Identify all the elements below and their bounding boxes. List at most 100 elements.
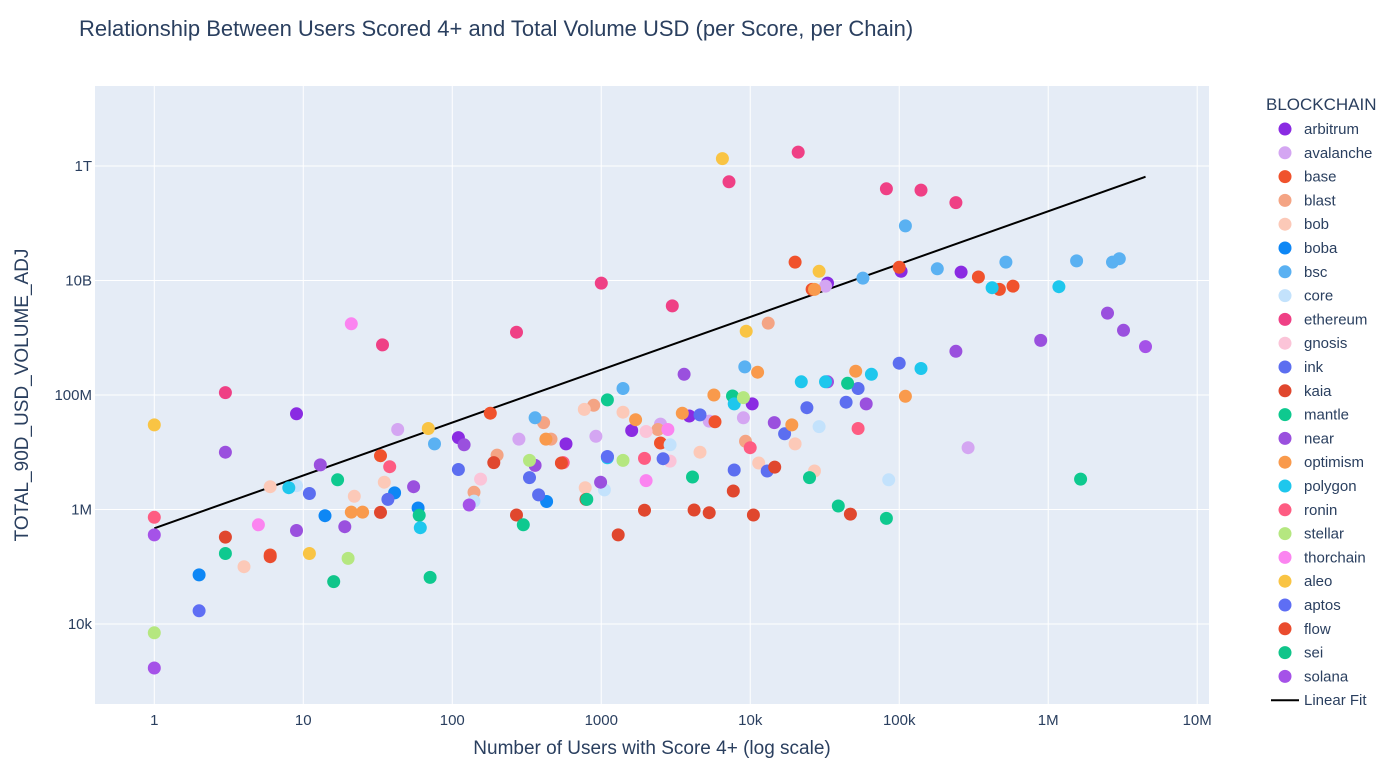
data-point-arbitrum[interactable]	[559, 437, 573, 451]
data-point-kaia[interactable]	[726, 484, 740, 498]
data-point-aleo[interactable]	[739, 324, 753, 338]
data-point-aptos[interactable]	[600, 450, 614, 464]
data-point-ink[interactable]	[523, 471, 536, 485]
data-point-avalanche[interactable]	[961, 441, 975, 455]
data-point-bob[interactable]	[788, 437, 802, 451]
data-point-mantle[interactable]	[600, 393, 614, 407]
data-point-polygon[interactable]	[914, 362, 928, 375]
data-point-mantle[interactable]	[423, 570, 437, 584]
legend-item-sei[interactable]: sei	[1278, 645, 1324, 662]
data-point-thorchain[interactable]	[661, 423, 675, 436]
data-point-base[interactable]	[892, 260, 906, 274]
legend-item-base[interactable]: base	[1278, 169, 1337, 186]
data-point-kaia[interactable]	[687, 503, 701, 517]
data-point-sei[interactable]	[327, 575, 341, 589]
data-point-ethereum[interactable]	[665, 299, 679, 313]
data-point-flow[interactable]	[263, 550, 277, 564]
data-point-kaia[interactable]	[638, 503, 651, 517]
data-point-base[interactable]	[654, 436, 667, 450]
data-point-mantle[interactable]	[686, 470, 699, 484]
data-point-bsc[interactable]	[428, 437, 441, 451]
data-point-optimism[interactable]	[808, 282, 821, 296]
data-point-stellar[interactable]	[616, 453, 630, 467]
data-point-aleo[interactable]	[812, 264, 826, 278]
data-point-near[interactable]	[218, 445, 232, 459]
data-point-mantle[interactable]	[879, 511, 893, 525]
data-point-ink[interactable]	[656, 452, 670, 466]
data-point-polygon[interactable]	[794, 375, 808, 389]
data-point-polygon[interactable]	[985, 281, 999, 295]
legend-item-linear-fit[interactable]: Linear Fit	[1271, 692, 1367, 709]
data-point-bob[interactable]	[377, 475, 391, 489]
data-point-kaia[interactable]	[611, 528, 625, 542]
data-point-boba[interactable]	[192, 568, 206, 582]
data-point-kaia[interactable]	[702, 506, 716, 520]
data-point-kaia[interactable]	[843, 507, 857, 521]
data-point-ink[interactable]	[800, 401, 814, 415]
legend-item-boba[interactable]: boba	[1278, 240, 1339, 257]
data-point-base[interactable]	[708, 415, 722, 429]
legend-item-solana[interactable]: solana	[1278, 668, 1349, 685]
data-point-near[interactable]	[313, 458, 327, 472]
data-point-bsc[interactable]	[856, 271, 870, 285]
data-point-polygon[interactable]	[413, 521, 427, 535]
legend-item-arbitrum[interactable]: arbitrum	[1278, 121, 1360, 138]
legend-item-core[interactable]: core	[1278, 288, 1334, 305]
legend-item-stellar[interactable]: stellar	[1278, 526, 1345, 543]
data-point-bob[interactable]	[237, 560, 251, 574]
data-point-bsc[interactable]	[1112, 252, 1126, 266]
data-point-bsc[interactable]	[930, 262, 944, 276]
data-point-solana[interactable]	[147, 661, 161, 675]
data-point-ink[interactable]	[778, 427, 792, 441]
legend-item-optimism[interactable]: optimism	[1278, 454, 1365, 471]
data-point-core[interactable]	[812, 420, 826, 434]
legend-item-aleo[interactable]: aleo	[1278, 573, 1333, 590]
data-point-kaia[interactable]	[746, 508, 760, 522]
legend-item-mantle[interactable]: mantle	[1278, 407, 1350, 424]
data-point-flow[interactable]	[554, 456, 568, 470]
data-point-ink[interactable]	[727, 463, 741, 477]
data-point-thorchain[interactable]	[344, 317, 358, 331]
data-point-solana[interactable]	[462, 498, 476, 512]
data-point-bob[interactable]	[578, 481, 592, 495]
data-point-optimism[interactable]	[785, 418, 799, 432]
data-point-kaia[interactable]	[374, 505, 387, 519]
data-point-mantle[interactable]	[412, 508, 426, 522]
data-point-optimism[interactable]	[751, 365, 765, 379]
data-point-mantle[interactable]	[841, 376, 855, 390]
data-point-ink[interactable]	[302, 487, 316, 500]
data-point-solana[interactable]	[1139, 340, 1152, 354]
legend-item-blast[interactable]: blast	[1278, 192, 1337, 209]
data-point-ethereum[interactable]	[879, 182, 893, 196]
data-point-ink[interactable]	[851, 382, 865, 395]
data-point-optimism[interactable]	[356, 505, 370, 519]
data-point-near[interactable]	[1101, 306, 1114, 320]
data-point-bob[interactable]	[263, 480, 277, 494]
data-point-bsc[interactable]	[1070, 254, 1084, 268]
data-point-polygon[interactable]	[1052, 280, 1066, 294]
data-point-arbitrum[interactable]	[625, 424, 639, 437]
data-point-avalanche[interactable]	[589, 429, 603, 443]
data-point-ronin[interactable]	[851, 422, 865, 435]
data-point-gnosis[interactable]	[639, 425, 653, 438]
data-point-base[interactable]	[1006, 279, 1020, 293]
data-point-polygon[interactable]	[727, 397, 741, 411]
data-point-ethereum[interactable]	[594, 276, 608, 290]
data-point-polygon[interactable]	[864, 367, 878, 381]
data-point-boba[interactable]	[318, 509, 332, 523]
data-point-base[interactable]	[971, 270, 985, 284]
data-point-optimism[interactable]	[539, 432, 553, 446]
data-point-near[interactable]	[677, 367, 691, 381]
data-point-blast[interactable]	[761, 316, 775, 330]
data-point-optimism[interactable]	[849, 364, 863, 378]
data-point-ethereum[interactable]	[218, 386, 232, 400]
legend-item-ink[interactable]: ink	[1278, 359, 1324, 376]
data-point-aptos[interactable]	[192, 604, 206, 618]
data-point-core[interactable]	[882, 473, 896, 487]
data-point-arbitrum[interactable]	[954, 265, 968, 279]
data-point-near[interactable]	[338, 520, 352, 534]
data-point-mantle[interactable]	[1074, 472, 1088, 486]
data-point-base[interactable]	[374, 449, 387, 463]
data-point-ronin[interactable]	[147, 510, 161, 524]
data-point-ethereum[interactable]	[510, 325, 523, 339]
